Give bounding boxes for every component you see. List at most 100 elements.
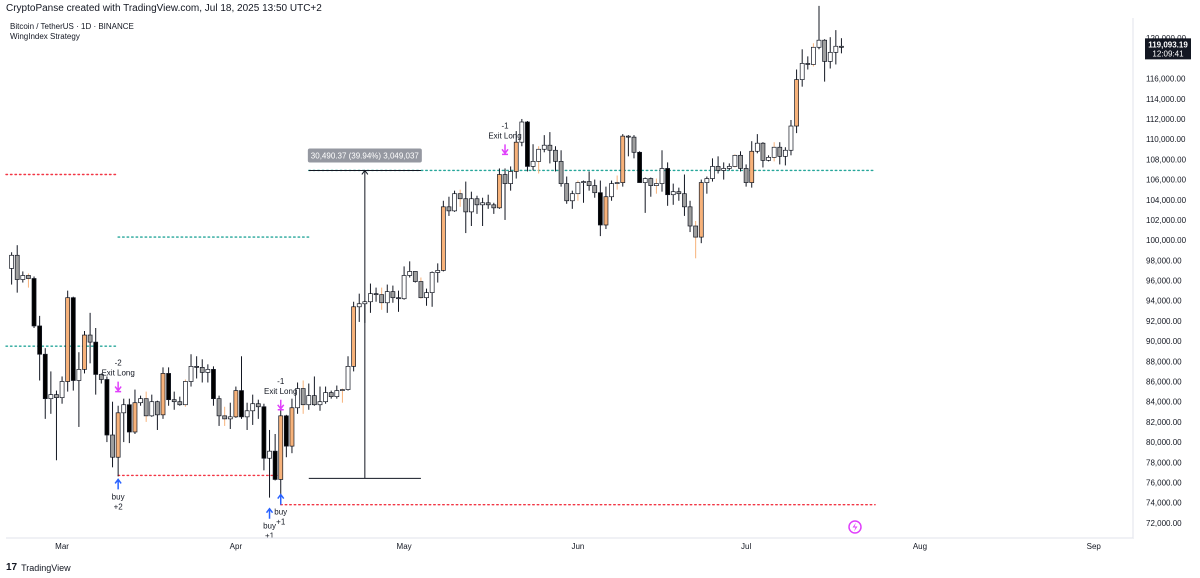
candle-body	[239, 390, 244, 418]
candle-body	[508, 171, 513, 184]
candle-body	[682, 193, 687, 208]
measure-label: 30,490.37 (39.94%) 3,049,037	[311, 151, 420, 160]
candle-body	[87, 334, 93, 343]
time-tick-label: Mar	[55, 542, 69, 551]
candle-body	[110, 434, 115, 458]
lightning-icon	[852, 522, 858, 532]
candle-body	[491, 204, 497, 209]
time-axis-background	[6, 538, 1133, 555]
candle-body	[194, 366, 200, 368]
candle-body	[558, 161, 564, 184]
price-axis[interactable]: 72,000.00 74,000.00 76,000.00 78,000.00 80,0…	[1132, 18, 1187, 539]
buy-arrow-icon	[277, 493, 285, 505]
price-tick-label: 100,000.00	[1146, 236, 1187, 245]
candle-body	[698, 182, 704, 238]
candle-body	[805, 63, 811, 65]
candle-body	[626, 135, 631, 138]
candle-body	[457, 193, 463, 200]
candle-body	[485, 202, 491, 206]
candle-body	[738, 154, 743, 169]
price-tick-label: 96,000.00	[1146, 277, 1182, 286]
candle-body	[642, 178, 648, 183]
candle-body	[323, 392, 328, 403]
measure-tool[interactable]: 30,490.37 (39.94%) 3,049,037	[307, 148, 422, 479]
price-tick-label: 86,000.00	[1146, 378, 1182, 387]
time-tick-label: Jul	[741, 542, 751, 551]
candle-body	[59, 381, 65, 399]
legend-strategy[interactable]: WingIndex Strategy	[10, 32, 80, 41]
price-tick-label: 114,000.00	[1146, 95, 1186, 104]
candle-body	[839, 45, 844, 48]
candle-body	[37, 325, 43, 355]
candle-body	[463, 198, 469, 213]
candle-body	[368, 293, 373, 303]
candle-body	[648, 178, 654, 186]
price-tick-label: 108,000.00	[1146, 155, 1187, 164]
candle-body	[407, 271, 413, 276]
buy-signal-label: buy	[112, 492, 125, 501]
candle-body	[211, 369, 216, 400]
candle-body	[255, 403, 261, 408]
price-tick-label: 104,000.00	[1146, 196, 1187, 205]
candle-body	[155, 401, 160, 416]
candle-body	[20, 275, 26, 280]
candle-body	[469, 198, 474, 213]
candle-body	[390, 291, 396, 299]
candle-body	[614, 182, 620, 184]
candle-body	[575, 182, 581, 195]
candle-body	[9, 254, 14, 269]
candle-body	[244, 410, 250, 418]
price-badge-box	[1145, 38, 1191, 60]
time-axis[interactable]: Mar Apr May Jun Jul Aug Sep	[6, 537, 1133, 555]
candle-body	[132, 402, 138, 433]
price-tick-label: 76,000.00	[1146, 478, 1182, 487]
footer-brand: TradingView	[21, 563, 71, 573]
price-tick-label: 92,000.00	[1146, 317, 1182, 326]
candle-body	[54, 394, 59, 399]
price-tick-label: 116,000.00	[1146, 75, 1186, 84]
candle-body	[766, 156, 771, 161]
legend-symbol[interactable]: Bitcoin / TetherUS · 1D · BINANCE	[10, 22, 134, 31]
candle-body	[530, 161, 536, 167]
candle-body	[519, 121, 525, 143]
candle-body	[547, 144, 553, 151]
candle-body	[732, 154, 738, 167]
candle-body	[412, 271, 418, 282]
candle-body	[446, 206, 452, 212]
price-tick-label: 88,000.00	[1146, 357, 1182, 366]
candle-body	[289, 407, 295, 447]
candles	[9, 5, 844, 498]
candle-body	[569, 193, 575, 202]
candle-body	[833, 45, 839, 53]
candle-body	[104, 379, 110, 436]
exit-signal-value: -2	[115, 359, 123, 368]
candle-body	[693, 225, 699, 238]
exit-signal-value: -1	[277, 377, 285, 386]
candle-body	[300, 388, 306, 406]
candle-body	[166, 373, 171, 401]
candle-body	[334, 390, 340, 397]
candle-body	[328, 392, 334, 397]
candle-body	[177, 401, 183, 406]
candle-body	[670, 191, 676, 196]
candle-body	[183, 381, 188, 406]
price-badge-price: 119,093.19	[1148, 40, 1188, 49]
buy-signal-value: +1	[265, 532, 275, 541]
price-tick-label: 106,000.00	[1146, 176, 1187, 185]
time-tick-label: Aug	[913, 542, 927, 551]
candle-body	[138, 398, 143, 404]
alert-icon[interactable]	[848, 520, 862, 534]
candle-body	[42, 353, 48, 400]
candle-body	[822, 39, 827, 62]
candle-body	[65, 297, 71, 382]
candle-body	[816, 39, 822, 48]
footer: 17 TradingView	[0, 558, 1200, 578]
time-tick-label: May	[397, 542, 412, 551]
candle-body	[452, 193, 457, 212]
price-tick-label: 102,000.00	[1146, 216, 1187, 225]
candle-body	[82, 334, 87, 370]
price-tick-label: 84,000.00	[1146, 398, 1182, 407]
price-tick-label: 98,000.00	[1146, 256, 1182, 265]
